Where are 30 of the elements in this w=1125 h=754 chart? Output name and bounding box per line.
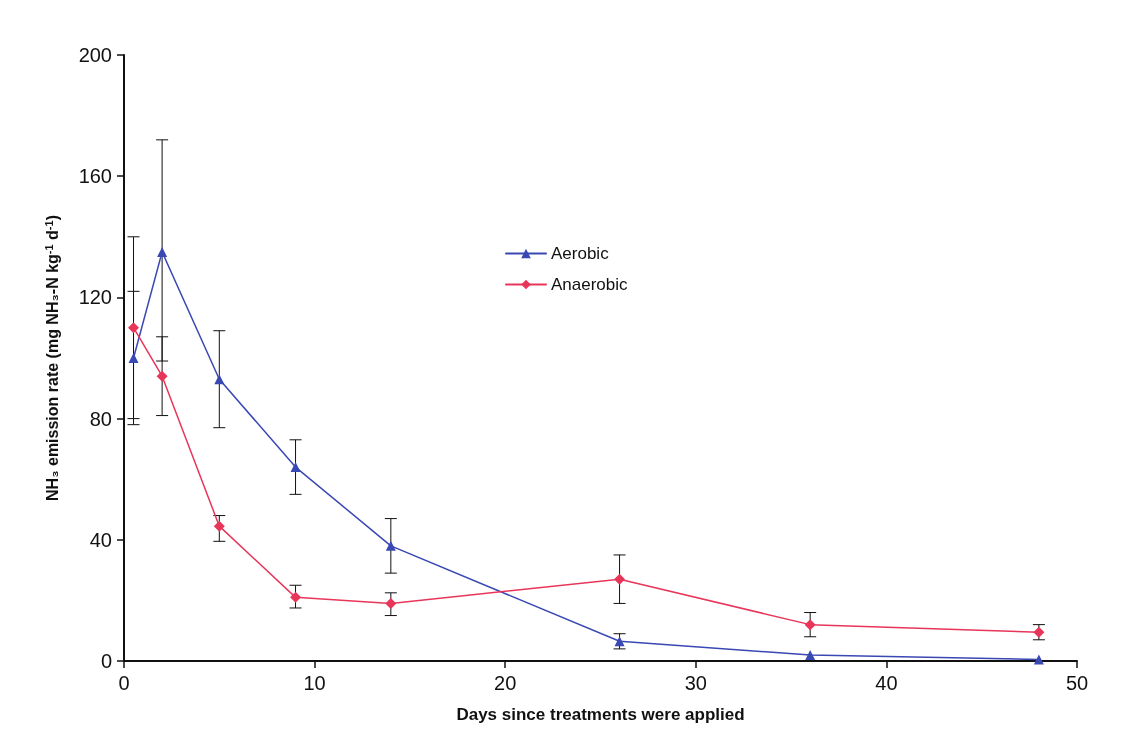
point: [128, 322, 140, 334]
x-tick-label: 20: [494, 672, 517, 694]
y-tick-label: 80: [89, 407, 112, 430]
x-axis-title: Days since treatments were applied: [456, 705, 745, 724]
point: [1033, 654, 1044, 665]
point: [290, 462, 301, 473]
y-tick-label: 160: [78, 165, 112, 188]
legend-label: Anaerobic: [551, 275, 629, 294]
point: [805, 649, 816, 660]
y-tick-label: 0: [100, 650, 112, 672]
legend-label: Aerobic: [551, 244, 610, 263]
point: [385, 597, 397, 609]
y-tick-label: 200: [78, 44, 112, 66]
x-tick-label: 10: [303, 672, 326, 694]
point: [385, 540, 396, 551]
point: [804, 619, 816, 631]
y-tick-label: 40: [89, 528, 112, 551]
point: [214, 374, 225, 385]
point: [128, 353, 139, 363]
y-tick-label: 120: [78, 286, 112, 309]
point: [614, 573, 626, 585]
point: [290, 591, 302, 603]
point: [157, 246, 168, 257]
y-axis-title: NH₃ emission rate (mg NH₃-N kg-1 d-1): [42, 215, 61, 501]
x-tick-label: 50: [1065, 672, 1089, 694]
point: [213, 520, 225, 532]
x-tick-label: 40: [875, 672, 898, 694]
x-tick-label: 0: [118, 672, 130, 694]
x-tick-label: 30: [684, 672, 707, 694]
point: [156, 370, 168, 382]
